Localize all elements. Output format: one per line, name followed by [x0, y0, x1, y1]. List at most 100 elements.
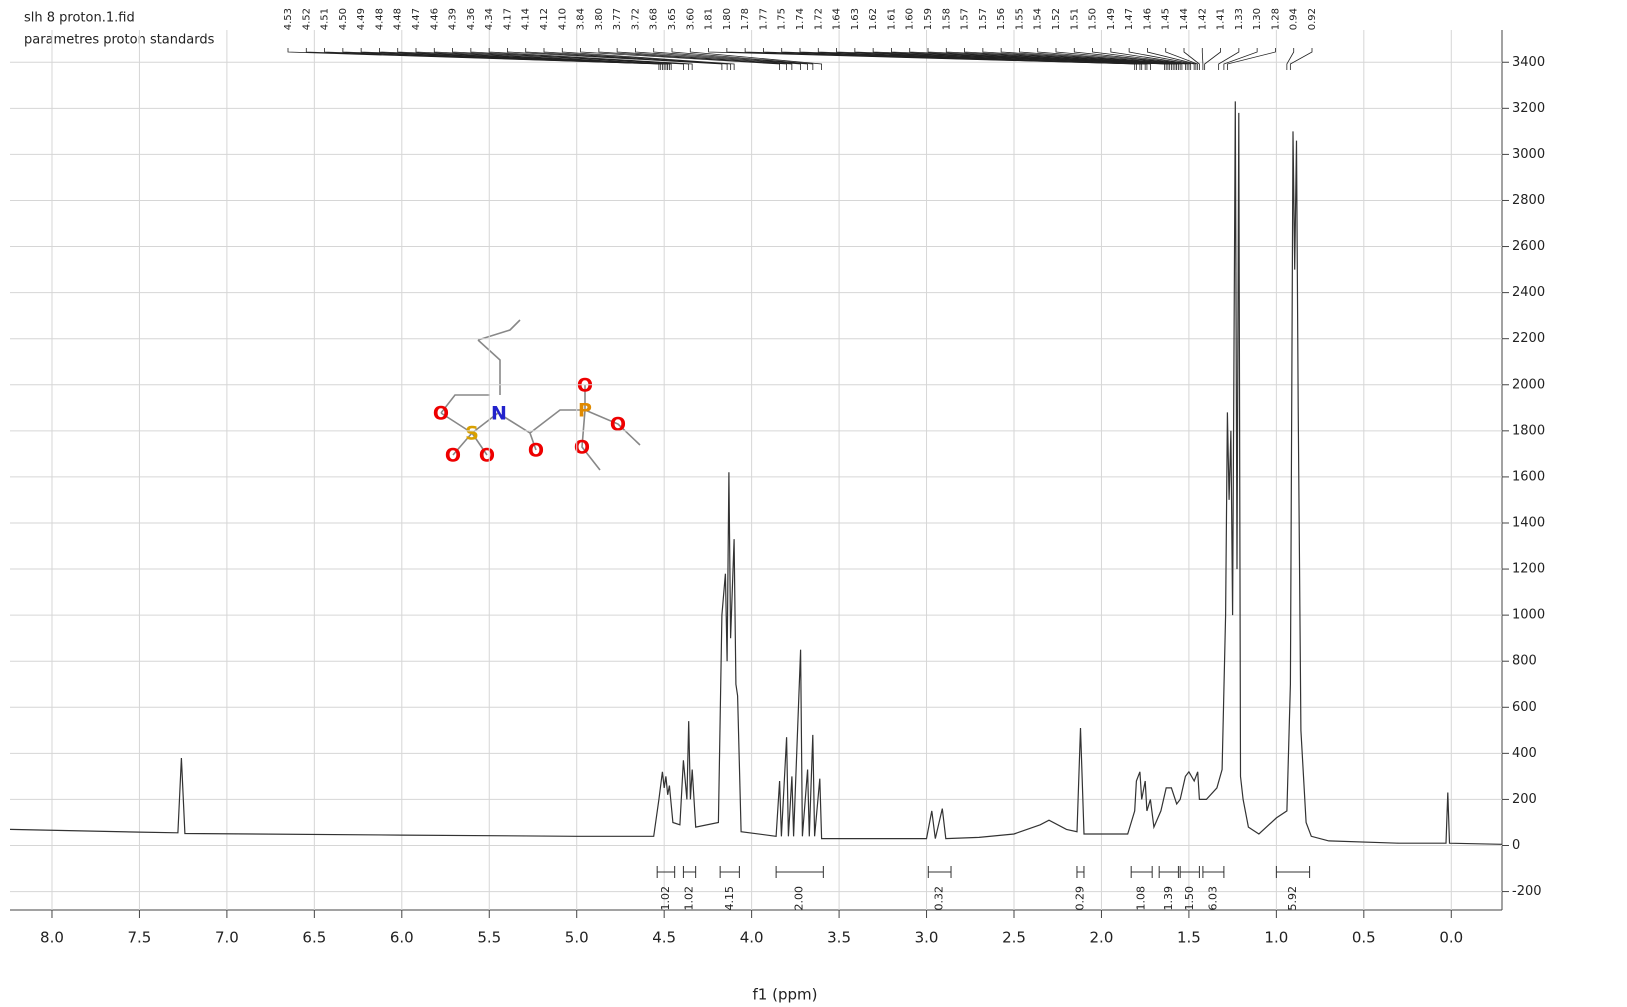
peak-pointer: [689, 48, 822, 70]
peak-pointer: [854, 48, 1167, 70]
peak-pointer: [945, 48, 1176, 70]
peak-pointer: [397, 48, 669, 70]
peak-label: 3.84: [576, 8, 587, 30]
integral-bracket: [1275, 866, 1311, 878]
peak-pointer: [1073, 48, 1188, 70]
peak-label: 1.60: [905, 8, 916, 30]
x-tick-label: 6.5: [302, 929, 326, 947]
peak-pointer: [653, 48, 808, 70]
peak-label: 1.57: [978, 8, 989, 30]
integral-bracket: [775, 866, 824, 878]
integral-label: 6.03: [1206, 886, 1219, 911]
peak-label: 1.42: [1197, 8, 1208, 30]
y-tick-label: 1800: [1512, 423, 1545, 438]
peak-label: 1.30: [1252, 8, 1263, 30]
x-tick-label: 3.0: [915, 929, 939, 947]
peak-label: 1.33: [1234, 8, 1245, 30]
atom-label: O: [577, 375, 593, 397]
peak-pointer: [671, 48, 814, 70]
peak-label: 1.44: [1179, 8, 1190, 30]
peak-pointer: [909, 48, 1172, 70]
integral-label: 5.92: [1286, 886, 1299, 911]
chart-subtitle: parametres proton standards: [24, 33, 215, 48]
peak-label: 4.39: [448, 8, 459, 30]
peak-label: 4.52: [301, 8, 312, 30]
y-tick-label: 1000: [1512, 608, 1545, 623]
x-tick-label: 1.0: [1264, 929, 1288, 947]
x-tick-label: 5.5: [477, 929, 501, 947]
peak-pointer: [1147, 48, 1197, 70]
peak-label: 1.56: [996, 8, 1007, 30]
peak-label: 3.72: [630, 8, 641, 30]
x-tick-label: 0.0: [1439, 929, 1463, 947]
peak-label: 1.50: [1088, 8, 1099, 30]
x-tick-label: 2.5: [1002, 929, 1026, 947]
spectrum-line: [9, 101, 1503, 845]
integral-label: 0.29: [1073, 886, 1086, 911]
peak-label: 4.36: [466, 8, 477, 30]
peak-pointer: [1226, 48, 1276, 70]
peak-pointer: [580, 48, 781, 70]
y-tick-label: 3000: [1512, 147, 1545, 162]
atom-label: N: [491, 403, 507, 425]
atom-label: O: [610, 414, 626, 436]
peak-labels: 4.53 4.52 4.51 4.50 4.49 4.48 4.48 4.47 4.46 4.39…: [283, 8, 1318, 70]
peak-pointer: [415, 48, 670, 70]
peak-pointer: [1037, 48, 1183, 70]
peak-pointer: [817, 48, 1151, 70]
peak-label: 1.72: [813, 8, 824, 30]
x-tick-label: 3.5: [827, 929, 851, 947]
peak-pointer: [1019, 48, 1181, 70]
y-tick-label: 2600: [1512, 239, 1545, 254]
integral-bracket: [1130, 866, 1153, 878]
peak-pointer: [1204, 48, 1221, 70]
peak-pointer: [433, 48, 672, 70]
peak-label: 4.47: [411, 8, 422, 30]
y-tick-label: 1600: [1512, 469, 1545, 484]
integral-bracket: [927, 866, 952, 878]
peak-label: 4.12: [539, 8, 550, 30]
peak-pointer: [561, 48, 735, 70]
peak-label: 1.62: [868, 8, 879, 30]
integral-bracket: [1202, 866, 1225, 878]
x-tick-label: 4.5: [652, 929, 676, 947]
x-tick-label: 4.0: [740, 929, 764, 947]
peak-label: 0.94: [1289, 8, 1300, 30]
x-tick-label: 2.0: [1090, 929, 1114, 947]
peak-label: 1.63: [850, 8, 861, 30]
peak-label: 4.14: [521, 8, 532, 30]
peak-pointer: [1223, 48, 1258, 70]
x-tick-label: 8.0: [40, 929, 64, 947]
x-tick-label: 1.5: [1177, 929, 1201, 947]
y-tick-label: 600: [1512, 700, 1537, 715]
integral-label: 4.15: [723, 886, 736, 911]
integral-bracket: [656, 866, 676, 878]
x-tick-label: 5.0: [565, 929, 589, 947]
y-tick-label: 1200: [1512, 562, 1545, 577]
peak-label: 4.34: [484, 8, 495, 30]
peak-pointer: [1289, 48, 1313, 70]
x-tick-label: 6.0: [390, 929, 414, 947]
peak-label: 1.45: [1161, 8, 1172, 30]
peak-label: 1.81: [704, 8, 715, 30]
peak-pointer: [598, 48, 788, 70]
chart-title: slh 8 proton.1.fid: [24, 11, 135, 26]
peak-label: 1.64: [832, 8, 843, 30]
x-axis-label: f1 (ppm): [753, 986, 818, 1004]
peak-pointer: [543, 48, 732, 70]
integral-label: 2.00: [793, 886, 806, 911]
peak-pointer: [507, 48, 723, 70]
peak-label: 4.46: [429, 8, 440, 30]
peak-label: 4.49: [356, 8, 367, 30]
integral-label: 1.50: [1183, 886, 1196, 911]
peak-pointer: [1055, 48, 1186, 70]
y-tick-label: -200: [1512, 884, 1542, 899]
peak-label: 1.59: [923, 8, 934, 30]
structure: [440, 319, 641, 471]
peak-pointer: [1110, 48, 1192, 70]
structure-atoms: O N S O O O P O O O: [433, 375, 626, 467]
peak-pointer: [982, 48, 1178, 70]
peak-label: 4.50: [338, 8, 349, 30]
peak-label: 3.68: [649, 8, 660, 30]
